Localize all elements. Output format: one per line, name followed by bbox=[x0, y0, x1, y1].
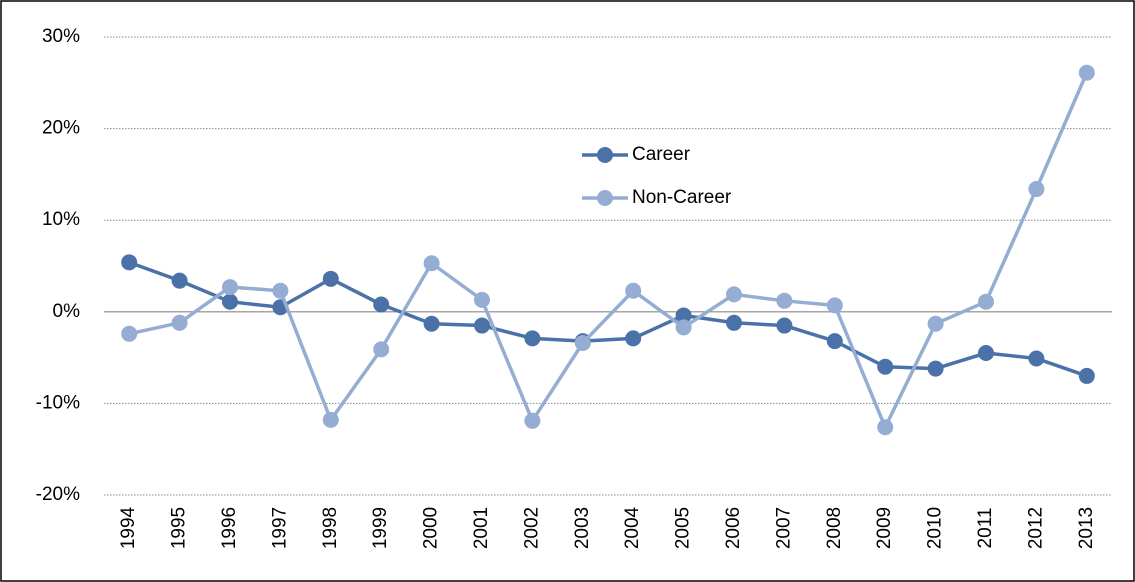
data-point bbox=[524, 330, 541, 347]
data-point bbox=[272, 282, 289, 299]
y-tick-label: 20% bbox=[42, 118, 80, 139]
x-tick-label: 2001 bbox=[471, 507, 492, 549]
data-point bbox=[121, 254, 138, 271]
data-point bbox=[171, 272, 188, 289]
data-point bbox=[675, 319, 692, 336]
x-tick-label: 1998 bbox=[320, 507, 341, 549]
data-point bbox=[978, 345, 994, 362]
x-tick-label: 1995 bbox=[169, 507, 190, 549]
data-point bbox=[373, 296, 390, 313]
x-tick-label: 2003 bbox=[572, 507, 593, 549]
data-point bbox=[1078, 367, 1095, 384]
y-tick-label: -10% bbox=[36, 392, 80, 413]
data-point bbox=[927, 315, 944, 332]
x-tick-label: 1994 bbox=[118, 506, 139, 549]
series-line bbox=[128, 260, 1088, 378]
data-point bbox=[524, 412, 541, 429]
legend-marker bbox=[597, 147, 613, 163]
x-tick-label: 2006 bbox=[723, 507, 744, 549]
x-tick-label: 2011 bbox=[975, 508, 996, 549]
data-point bbox=[826, 333, 843, 350]
data-point bbox=[776, 292, 793, 309]
data-point bbox=[1028, 350, 1045, 367]
data-point bbox=[726, 314, 742, 331]
x-tick-label: 2004 bbox=[622, 506, 643, 549]
data-point bbox=[1028, 181, 1045, 198]
data-point bbox=[978, 293, 994, 310]
data-point bbox=[222, 279, 238, 296]
data-point bbox=[625, 330, 642, 347]
data-point bbox=[877, 358, 894, 375]
data-point bbox=[574, 334, 591, 351]
x-tick-label: 2000 bbox=[421, 507, 442, 549]
data-point bbox=[322, 270, 339, 287]
data-point bbox=[121, 325, 138, 342]
x-tick-label: 2005 bbox=[673, 507, 694, 549]
data-point bbox=[171, 314, 188, 331]
data-point bbox=[423, 255, 440, 272]
y-tick-label: 0% bbox=[53, 301, 81, 322]
x-tick-label: 1997 bbox=[269, 507, 290, 549]
x-tick-label: 2008 bbox=[824, 507, 845, 549]
y-tick-label: 10% bbox=[42, 209, 80, 230]
data-point bbox=[776, 317, 793, 334]
x-tick-label: 2007 bbox=[773, 507, 794, 549]
data-point bbox=[877, 419, 894, 436]
x-tick-label: 2013 bbox=[1076, 507, 1097, 549]
legend-label: Career bbox=[632, 144, 691, 165]
x-tick-label: 1996 bbox=[219, 507, 240, 549]
x-tick-label: 2009 bbox=[874, 507, 895, 549]
data-point bbox=[322, 411, 339, 428]
data-point bbox=[222, 293, 238, 310]
x-tick-label: 2002 bbox=[521, 507, 542, 549]
y-tick-label: 30% bbox=[42, 26, 80, 47]
data-point bbox=[1078, 64, 1095, 81]
data-point bbox=[675, 307, 692, 324]
data-point bbox=[423, 315, 440, 332]
legend-label: Non-Career bbox=[632, 187, 732, 208]
data-point bbox=[474, 317, 490, 334]
y-tick-label: -20% bbox=[36, 484, 80, 505]
data-point bbox=[726, 286, 742, 303]
x-tick-label: 1999 bbox=[370, 507, 391, 549]
data-point bbox=[927, 360, 944, 377]
data-point bbox=[625, 282, 642, 299]
data-point bbox=[373, 341, 390, 358]
x-tick-label: 2012 bbox=[1025, 507, 1046, 549]
legend-marker bbox=[597, 190, 613, 206]
x-tick-label: 2010 bbox=[925, 507, 946, 549]
data-point bbox=[474, 291, 490, 308]
series-line bbox=[128, 72, 1089, 432]
data-point bbox=[826, 297, 843, 314]
